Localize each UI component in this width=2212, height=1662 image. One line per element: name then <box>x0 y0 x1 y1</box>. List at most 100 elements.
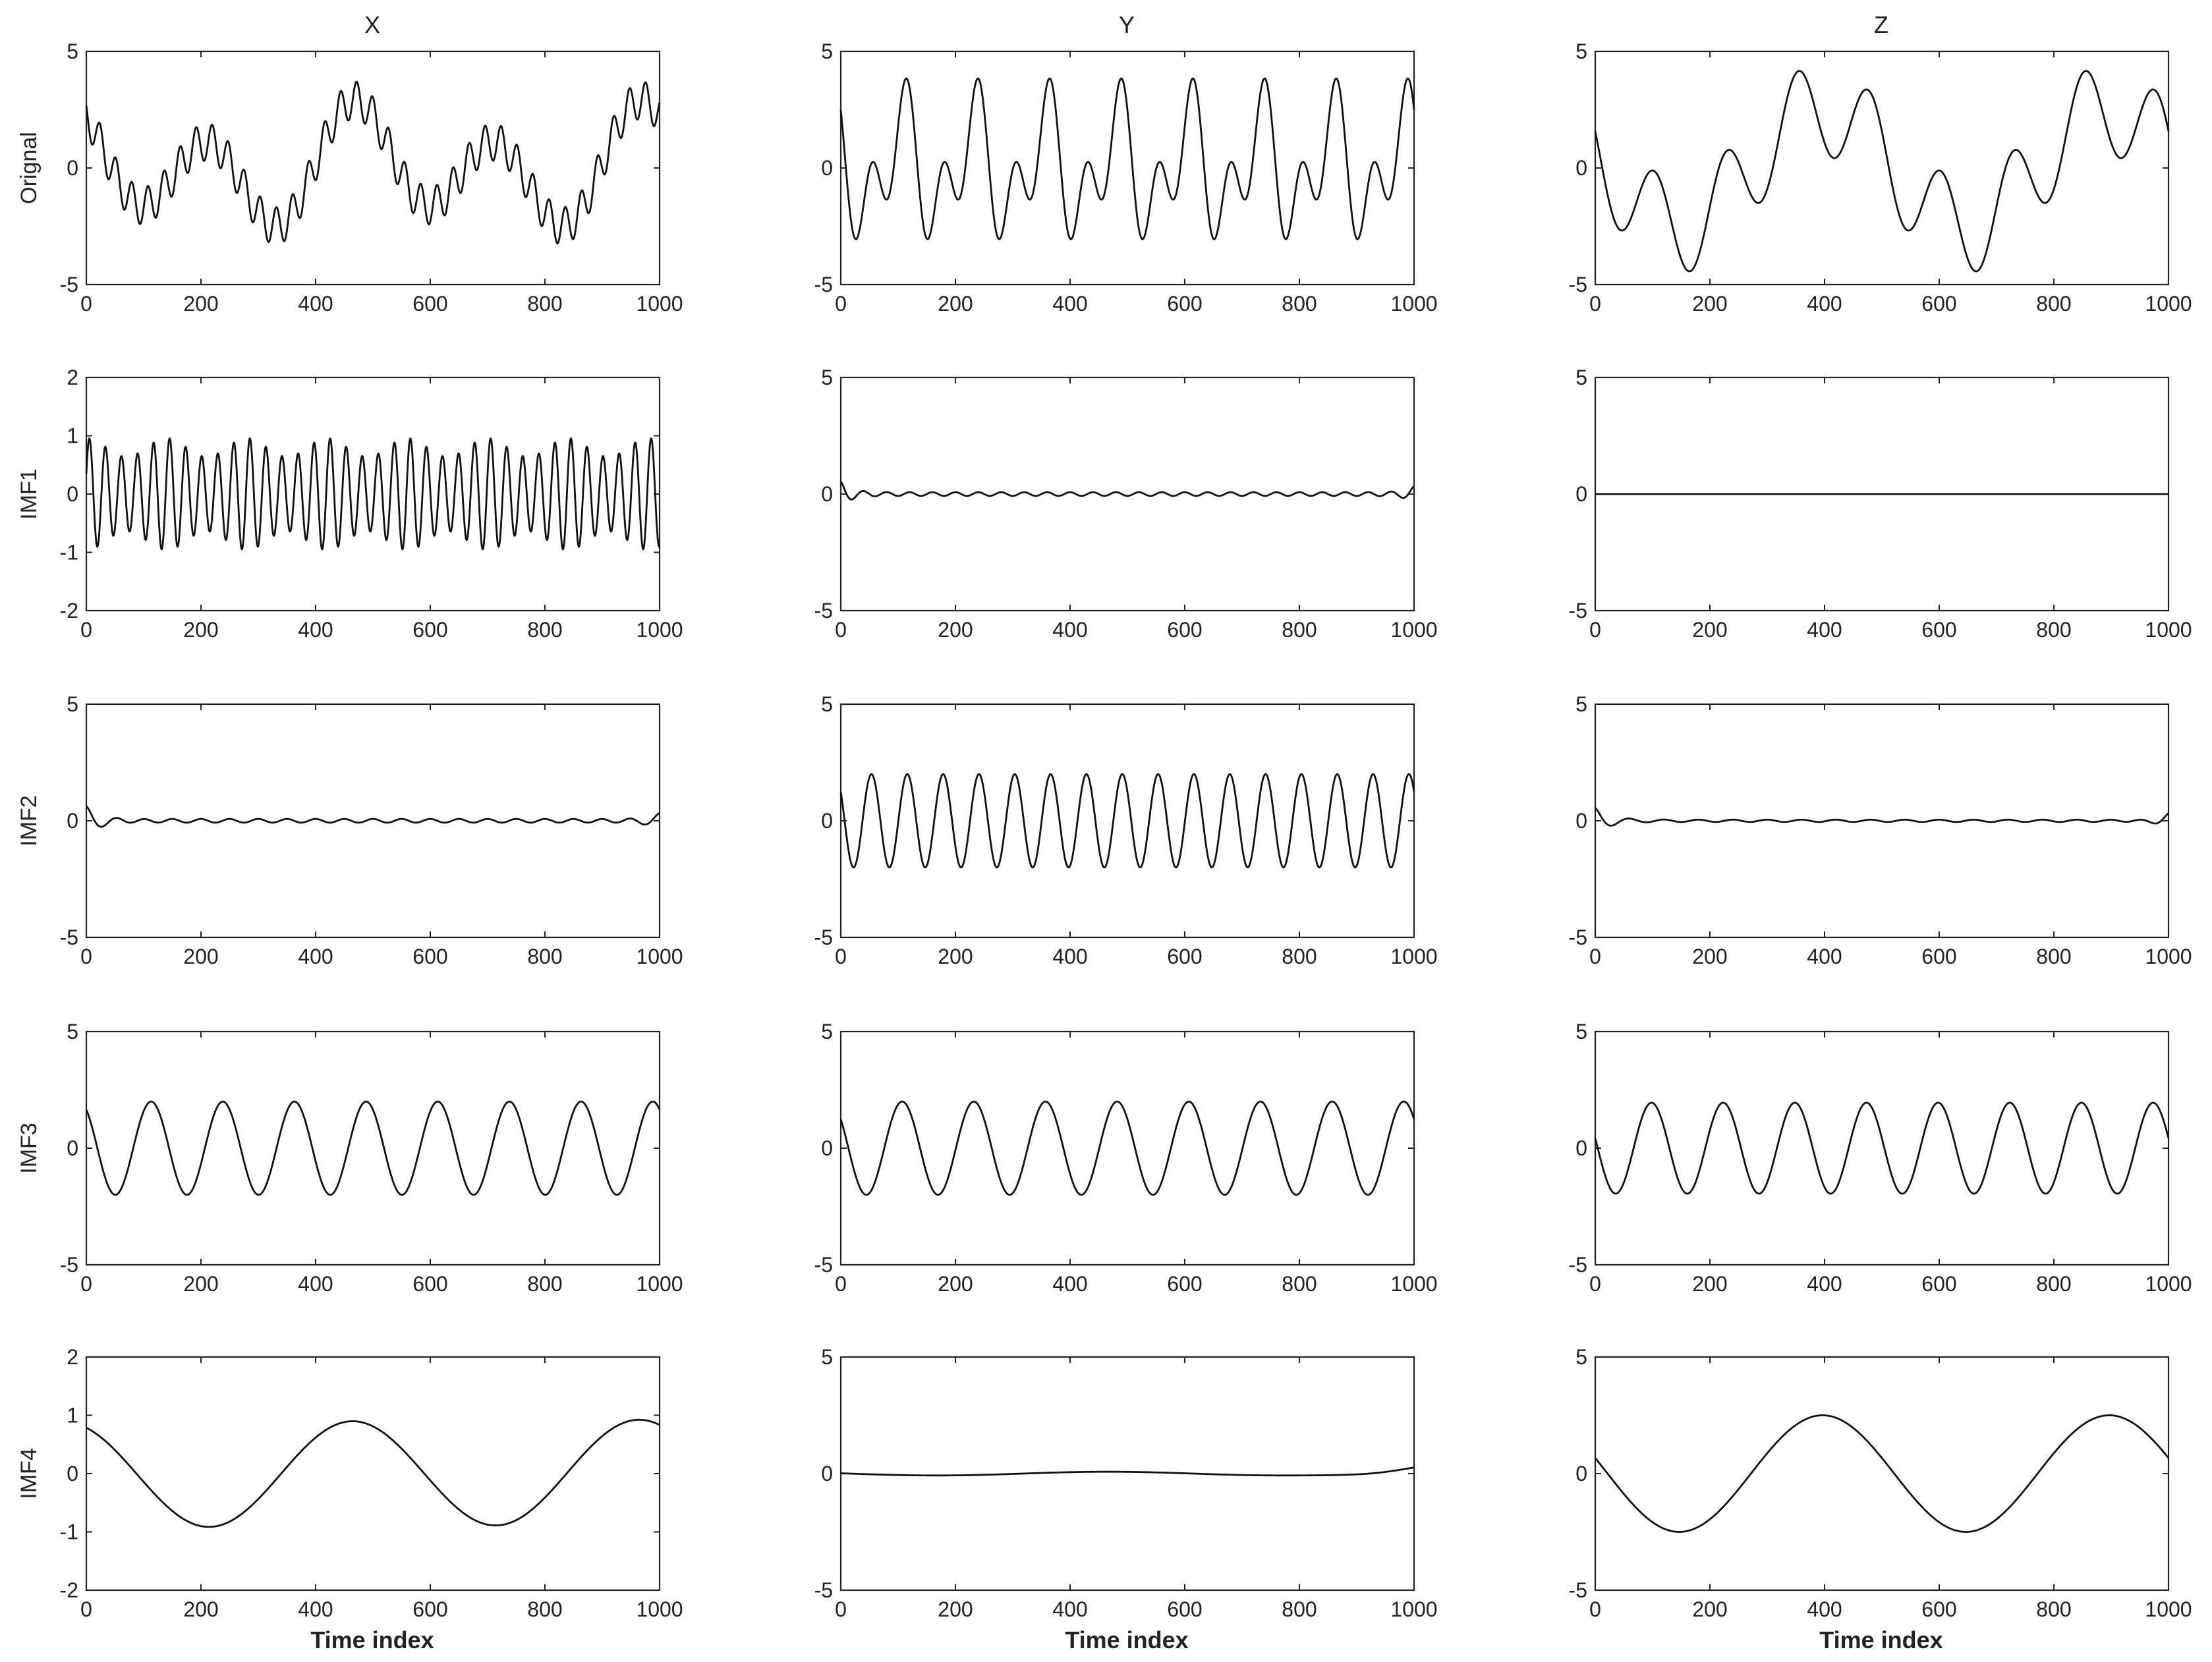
y-tick-label: 5 <box>821 1020 833 1043</box>
x-tick-label: 1000 <box>1390 945 1437 968</box>
x-tick-label: 0 <box>1589 1597 1601 1621</box>
x-tick-label: 600 <box>1167 945 1202 968</box>
x-tick-label: 0 <box>80 292 92 316</box>
y-tick-label: 5 <box>821 366 833 389</box>
x-tick-label: 800 <box>2036 292 2071 316</box>
x-tick-label: 600 <box>412 1597 447 1621</box>
axes-frame <box>839 50 1415 286</box>
axes-frame <box>1594 1030 2170 1266</box>
row-label: Orignal <box>16 132 42 204</box>
y-tick-label: -5 <box>814 1578 833 1602</box>
row-label: IMF1 <box>16 468 42 519</box>
x-tick-label: 600 <box>412 292 447 316</box>
x-tick-label: 800 <box>527 1272 562 1296</box>
x-tick-label: 400 <box>298 1272 333 1296</box>
column-title-z: Z <box>1874 11 1888 38</box>
panel-r3-c1: 0 200 400 600 800 1000-505 <box>814 1020 1438 1296</box>
x-tick-label: 200 <box>183 292 218 316</box>
x-tick-label: 200 <box>938 1272 973 1296</box>
x-tick-label: 800 <box>1282 618 1317 642</box>
axes-frame <box>85 703 661 939</box>
axes-frame <box>85 1030 661 1266</box>
y-tick-label: 0 <box>821 1462 833 1485</box>
y-tick-label: -5 <box>1569 926 1587 949</box>
series-line <box>839 773 1415 869</box>
y-tick-label: 2 <box>67 1345 78 1369</box>
series-line <box>85 1100 661 1196</box>
panel-r0-c1: 0 200 400 600 800 1000-505 <box>814 40 1438 316</box>
series-line <box>1594 70 2170 273</box>
panel-r4-c2: 0 200 400 600 800 1000-505 <box>1569 1345 2192 1621</box>
y-tick-label: 5 <box>821 40 833 63</box>
column-title-y: Y <box>1119 11 1135 38</box>
x-tick-label: 400 <box>1807 945 1842 968</box>
axes-frame <box>85 50 661 286</box>
y-tick-label: 5 <box>67 40 78 63</box>
x-tick-label: 800 <box>2036 1597 2071 1621</box>
x-tick-label: 200 <box>183 1597 218 1621</box>
x-tick-label: 1000 <box>2145 945 2192 968</box>
x-tick-label: 0 <box>835 1272 847 1296</box>
axes-frame <box>85 1356 661 1592</box>
series-line <box>85 437 661 551</box>
panel-r2-c2: 0 200 400 600 800 1000-505 <box>1569 692 2192 968</box>
x-tick-label: 1000 <box>1390 292 1437 316</box>
y-tick-label: 5 <box>1575 40 1587 63</box>
x-tick-label: 400 <box>1807 1597 1842 1621</box>
x-tick-label: 800 <box>1282 945 1317 968</box>
y-tick-label: 5 <box>67 692 78 716</box>
y-tick-label: 1 <box>67 424 78 448</box>
series-line <box>840 1466 1415 1477</box>
y-tick-label: -5 <box>1569 1578 1587 1602</box>
y-tick-label: 0 <box>67 482 78 506</box>
series-line <box>86 805 660 828</box>
x-tick-label: 400 <box>1052 618 1087 642</box>
x-tick-label: 800 <box>527 1597 562 1621</box>
x-axis-label-col-z: Time index <box>1819 1626 1943 1653</box>
y-tick-label: 0 <box>1575 1136 1587 1160</box>
x-axis-label-col-y: Time index <box>1065 1626 1188 1653</box>
y-tick-label: -2 <box>60 599 78 623</box>
x-tick-label: 600 <box>1921 292 1956 316</box>
x-tick-label: 400 <box>1807 618 1842 642</box>
y-tick-label: 0 <box>67 1136 78 1160</box>
x-axis-labels: Time index Time index Time index <box>310 1626 1943 1653</box>
y-tick-label: -5 <box>60 1253 78 1277</box>
x-tick-label: 1000 <box>636 1272 683 1296</box>
axes-frame <box>839 1356 1415 1592</box>
row-label: IMF3 <box>16 1122 42 1173</box>
x-tick-label: 0 <box>835 618 847 642</box>
series-line <box>1595 807 2169 827</box>
series-line <box>839 1100 1415 1196</box>
y-tick-label: -1 <box>60 1520 78 1544</box>
y-tick-label: -5 <box>1569 1253 1587 1277</box>
x-tick-label: 0 <box>1589 945 1601 968</box>
x-tick-label: 200 <box>938 618 973 642</box>
y-tick-label: 0 <box>1575 156 1587 180</box>
y-tick-label: 5 <box>67 1020 78 1043</box>
x-tick-label: 200 <box>1692 292 1727 316</box>
x-tick-label: 200 <box>183 618 218 642</box>
y-tick-label: 5 <box>1575 692 1587 716</box>
x-tick-label: 400 <box>1807 292 1842 316</box>
y-tick-label: 0 <box>821 482 833 506</box>
x-tick-label: 200 <box>183 1272 218 1296</box>
x-tick-label: 0 <box>80 1272 92 1296</box>
y-tick-label: -1 <box>60 541 78 565</box>
row-label: IMF4 <box>16 1448 42 1499</box>
x-tick-label: 600 <box>412 618 447 642</box>
panel-r4-c0: 0 200 400 600 800 1000 -2 -1 0 1 2 IMF4 <box>16 1345 683 1621</box>
row-label: IMF2 <box>16 795 42 846</box>
x-tick-label: 200 <box>1692 1272 1727 1296</box>
series-line <box>1594 1101 2170 1195</box>
x-tick-label: 400 <box>1052 1597 1087 1621</box>
y-tick-label: 0 <box>821 809 833 833</box>
x-tick-label: 1000 <box>636 1597 683 1621</box>
panel-r2-c1: 0 200 400 600 800 1000-505 <box>814 692 1438 968</box>
y-tick-label: 1 <box>67 1404 78 1427</box>
y-tick-label: 0 <box>1575 1462 1587 1485</box>
series-line <box>1594 1414 2170 1533</box>
series-line <box>86 1418 660 1528</box>
panel-r1-c0: 0 200 400 600 800 1000 -2 -1 0 1 2 IMF1 <box>16 366 683 642</box>
